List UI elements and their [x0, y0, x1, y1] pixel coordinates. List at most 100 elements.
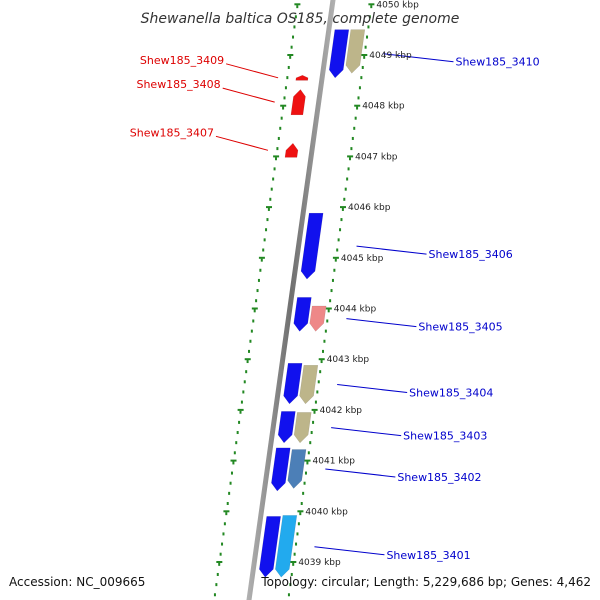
outer-ring-dot — [351, 136, 354, 140]
inner-ring-dot — [253, 309, 256, 313]
outer-tick — [325, 307, 332, 310]
outer-tick — [368, 3, 375, 6]
outer-ring-dot — [295, 542, 298, 546]
inner-ring-dot — [228, 491, 231, 495]
inner-ring-dot — [225, 512, 228, 516]
outer-ring-dot — [333, 268, 336, 272]
outer-tick — [361, 54, 368, 56]
inner-tick — [216, 561, 223, 563]
leader-line — [325, 468, 396, 478]
inner-tick — [273, 155, 280, 158]
map-title: Shewanella baltica OS185, complete genom… — [141, 11, 460, 27]
outer-ring-dot — [334, 258, 337, 262]
outer-ring-dot — [297, 522, 300, 526]
gene-label: Shew185_3401 — [386, 549, 470, 562]
reverse-gene-arrow — [295, 75, 309, 81]
outer-ring-dot — [364, 45, 367, 49]
tick-label: 4039 kbp — [298, 558, 341, 568]
inner-ring-dot — [292, 35, 295, 39]
reverse-gene-arrow — [290, 89, 306, 116]
inner-ring-dot — [282, 106, 285, 110]
outer-ring-dot — [300, 502, 303, 505]
outer-ring-dot — [310, 431, 313, 435]
forward-gene-arrow — [299, 365, 319, 405]
outer-ring-dot — [316, 390, 319, 394]
leader-line — [215, 135, 269, 151]
gene-label: Shew185_3409 — [140, 54, 224, 67]
inner-ring-dot — [221, 542, 224, 546]
gene-label: Shew185_3404 — [409, 387, 493, 400]
inner-ring-dot — [222, 532, 225, 536]
forward-strand-ring — [287, 3, 375, 597]
outer-ring-dot — [343, 197, 346, 201]
inner-ring-dot — [238, 420, 241, 424]
outer-ring-dot — [330, 289, 333, 293]
outer-ring-dot — [360, 76, 363, 80]
inner-tick — [258, 256, 265, 259]
outer-tick — [347, 155, 354, 158]
inner-tick — [223, 510, 230, 513]
outer-ring-dot — [314, 400, 317, 404]
outer-ring-dot — [368, 15, 371, 19]
inner-ring-dot — [215, 583, 218, 587]
tick-label: 4046 kbp — [348, 203, 391, 213]
leader-line — [383, 53, 454, 63]
outer-ring-dot — [329, 299, 332, 303]
outer-ring-dot — [303, 481, 306, 485]
leader-line — [222, 87, 275, 103]
inner-tick — [237, 408, 244, 411]
inner-ring-dot — [248, 349, 251, 353]
gene-label: Shew185_3408 — [136, 78, 220, 91]
forward-gene-arrow — [287, 449, 307, 489]
leader-line — [346, 318, 417, 328]
inner-ring-dot — [230, 471, 233, 475]
forward-gene-arrow — [300, 212, 324, 280]
gene-labels: Shew185_3410 Shew185_3406 Shew185_3405 Shew… — [130, 54, 540, 562]
outer-ring-dot — [367, 25, 370, 29]
inner-tick — [251, 307, 258, 310]
inner-ring-dot — [267, 207, 270, 211]
outer-ring-dot — [289, 583, 292, 587]
inner-ring-dot — [252, 319, 255, 323]
leader-line — [225, 63, 279, 79]
feature-layer — [259, 29, 366, 578]
outer-tick — [304, 459, 311, 462]
outer-ring-dot — [357, 96, 360, 100]
inner-ring-dot — [245, 370, 248, 374]
leader-line — [314, 546, 385, 556]
inner-ring-dot — [255, 299, 258, 303]
inner-ring-dot — [290, 45, 293, 49]
outer-ring-dot — [292, 562, 295, 566]
inner-tick — [266, 206, 273, 209]
outer-ring-dot — [320, 360, 323, 364]
tick-label: 4042 kbp — [320, 406, 363, 416]
inner-ring-dot — [260, 258, 263, 262]
inner-ring-dot — [269, 197, 272, 201]
inner-ring-dot — [266, 218, 269, 222]
inner-ring-dot — [289, 55, 292, 59]
outer-tick — [318, 358, 325, 361]
outer-ring-dot — [327, 309, 330, 313]
inner-ring-dot — [263, 238, 266, 242]
outer-ring-dot — [366, 35, 369, 39]
inner-ring-dot — [235, 441, 238, 445]
gene-label: Shew185_3407 — [130, 126, 214, 139]
forward-gene-arrow — [277, 411, 296, 444]
leader-line — [356, 245, 427, 255]
inner-ring-dot — [287, 65, 290, 69]
inner-ring-dot — [213, 593, 216, 597]
tick-label: 4048 kbp — [362, 102, 405, 112]
tick-label: 4041 kbp — [313, 457, 356, 467]
outer-tick — [290, 561, 297, 563]
outer-ring-dot — [322, 349, 325, 353]
forward-gene-arrow — [283, 363, 303, 405]
inner-ring-dot — [243, 380, 246, 384]
outer-ring-dot — [302, 491, 305, 495]
genome-backbone — [246, 0, 336, 600]
outer-ring-dot — [309, 441, 312, 445]
inner-ring-dot — [283, 96, 286, 100]
outer-tick — [354, 104, 361, 107]
tick-label: 4045 kbp — [341, 254, 384, 264]
outer-ring-dot — [361, 65, 364, 69]
outer-ring-dot — [348, 157, 351, 161]
